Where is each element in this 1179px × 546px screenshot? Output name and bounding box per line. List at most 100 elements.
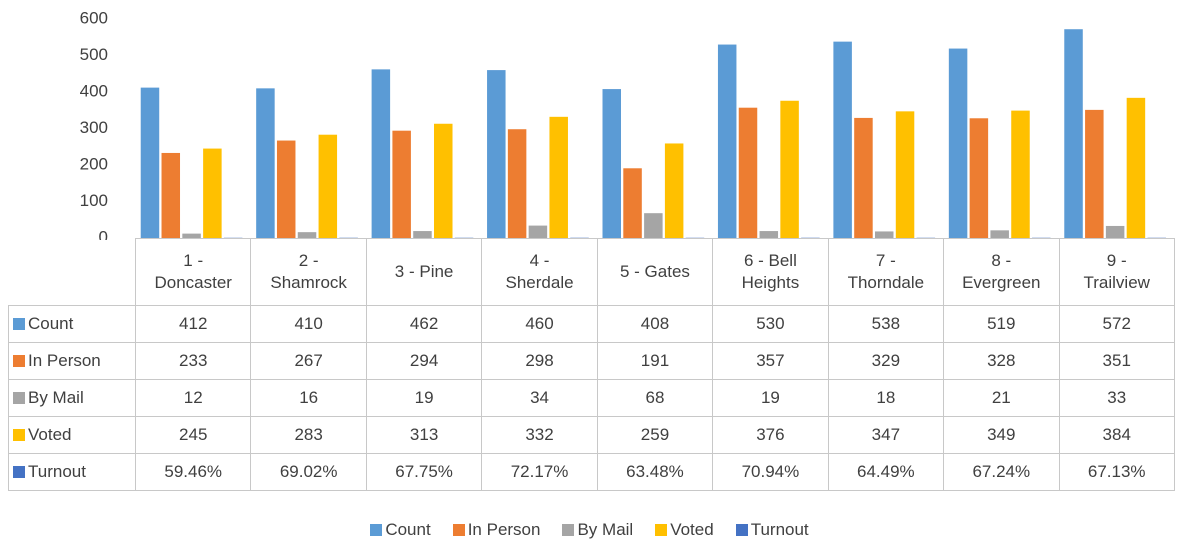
table-value: 410: [250, 305, 367, 343]
table-value: 328: [943, 342, 1060, 380]
bar: [623, 168, 642, 238]
y-tick-label: 600: [80, 8, 108, 27]
bar: [854, 117, 873, 238]
table-value: 69.02%: [250, 453, 367, 491]
y-tick-label: 0: [99, 227, 108, 240]
bar: [507, 129, 527, 238]
table-value: 18: [827, 379, 945, 417]
legend-item: Count: [370, 520, 431, 540]
table-value: 462: [365, 305, 483, 343]
bar: [161, 152, 181, 238]
table-row: Turnout 59.46% 69.02% 67.75% 72.17% 63.48% 70.…: [8, 453, 1175, 491]
series-name: Count: [28, 314, 74, 333]
table-row: By Mail 12 16 19 34 68 19 18 21 33: [8, 379, 1175, 417]
table-value: 351: [1058, 342, 1175, 380]
table-value: 408: [596, 305, 714, 343]
bar: [1085, 109, 1104, 238]
series-cell: Voted: [8, 416, 136, 454]
legend-label: By Mail: [577, 520, 634, 539]
category-label: 5 - Gates: [596, 238, 714, 306]
series-name: In Person: [28, 351, 101, 370]
table-value: 21: [943, 379, 1060, 417]
bar: [664, 143, 684, 238]
bar: [1064, 29, 1083, 238]
table-value: 376: [712, 416, 829, 454]
category-label: 3 - Pine: [365, 238, 483, 306]
legend-label: Count: [385, 520, 431, 539]
legend-item: Voted: [655, 520, 714, 540]
bar: [990, 230, 1009, 238]
bar: [276, 140, 296, 238]
bar: [203, 148, 222, 238]
table-value: 68: [596, 379, 714, 417]
table-value: 33: [1058, 379, 1175, 417]
bar: [434, 123, 453, 238]
category-label: 6 - Bell Heights: [712, 238, 829, 306]
table-value: 332: [481, 416, 598, 454]
y-tick-label: 300: [80, 118, 108, 137]
table-value: 357: [712, 342, 829, 380]
table-value: 191: [596, 342, 714, 380]
series-cell: In Person: [8, 342, 136, 380]
legend-label: Voted: [670, 520, 714, 539]
table-value: 267: [250, 342, 367, 380]
legend-item: By Mail: [562, 520, 633, 540]
bar: [487, 70, 506, 238]
legend-key: [13, 355, 25, 367]
table-row: Count 412 410 462 460 408 530 538 519 572: [8, 305, 1175, 343]
table-value: 412: [134, 305, 252, 343]
table-value: 59.46%: [134, 453, 252, 491]
bar: [874, 231, 894, 238]
table-value: 460: [481, 305, 598, 343]
table-value: 347: [827, 416, 945, 454]
y-tick-label: 100: [80, 191, 108, 210]
table-value: 16: [250, 379, 367, 417]
y-tick-label: 500: [80, 45, 108, 64]
bar: [256, 88, 275, 238]
table-value: 34: [481, 379, 598, 417]
bar: [528, 225, 548, 238]
category-label: 2 - Shamrock: [250, 238, 367, 306]
table-value: 530: [712, 305, 829, 343]
table-value: 519: [943, 305, 1060, 343]
data-table: 1 - Doncaster 2 - Shamrock 3 - Pine 4 - She…: [8, 238, 1175, 491]
bar: [948, 48, 968, 238]
table-row: Voted 245 283 313 332 259 376 347 349 384: [8, 416, 1175, 454]
bar: [602, 89, 621, 238]
legend-key: [452, 524, 465, 536]
table-value: 384: [1058, 416, 1175, 454]
series-cell: Count: [8, 305, 136, 343]
legend-key: [370, 524, 383, 536]
table-value: 64.49%: [827, 453, 945, 491]
legend-key: [655, 524, 668, 536]
y-tick-label: 200: [80, 154, 108, 173]
bar: [318, 134, 338, 238]
series-name: By Mail: [28, 388, 84, 407]
series-cell: By Mail: [8, 379, 136, 417]
legend: Count In Person By Mail Voted Turnout: [0, 520, 1179, 540]
table-value: 19: [712, 379, 829, 417]
bar: [717, 44, 737, 238]
category-label: 8 - Evergreen: [943, 238, 1060, 306]
series-name: Voted: [28, 425, 72, 444]
legend-key: [13, 429, 25, 441]
bar: [895, 111, 915, 238]
bar: [759, 231, 779, 238]
table-value: 233: [134, 342, 252, 380]
legend-key: [13, 466, 25, 478]
legend-item: Turnout: [735, 520, 809, 540]
bar: [392, 130, 411, 238]
legend-key: [13, 392, 25, 404]
bar: [969, 118, 989, 238]
table-value: 63.48%: [596, 453, 714, 491]
legend-item: In Person: [452, 520, 540, 540]
table-value: 349: [943, 416, 1060, 454]
table-header-row: 1 - Doncaster 2 - Shamrock 3 - Pine 4 - She…: [8, 238, 1175, 306]
table-value: 245: [134, 416, 252, 454]
chart: 0 100 200 300 400 500 600: [80, 8, 1166, 240]
bar: [549, 116, 568, 238]
bar: [371, 69, 391, 239]
table-value: 67.24%: [943, 453, 1060, 491]
table-row: In Person 233 267 294 298 191 357 329 328 351: [8, 342, 1175, 380]
